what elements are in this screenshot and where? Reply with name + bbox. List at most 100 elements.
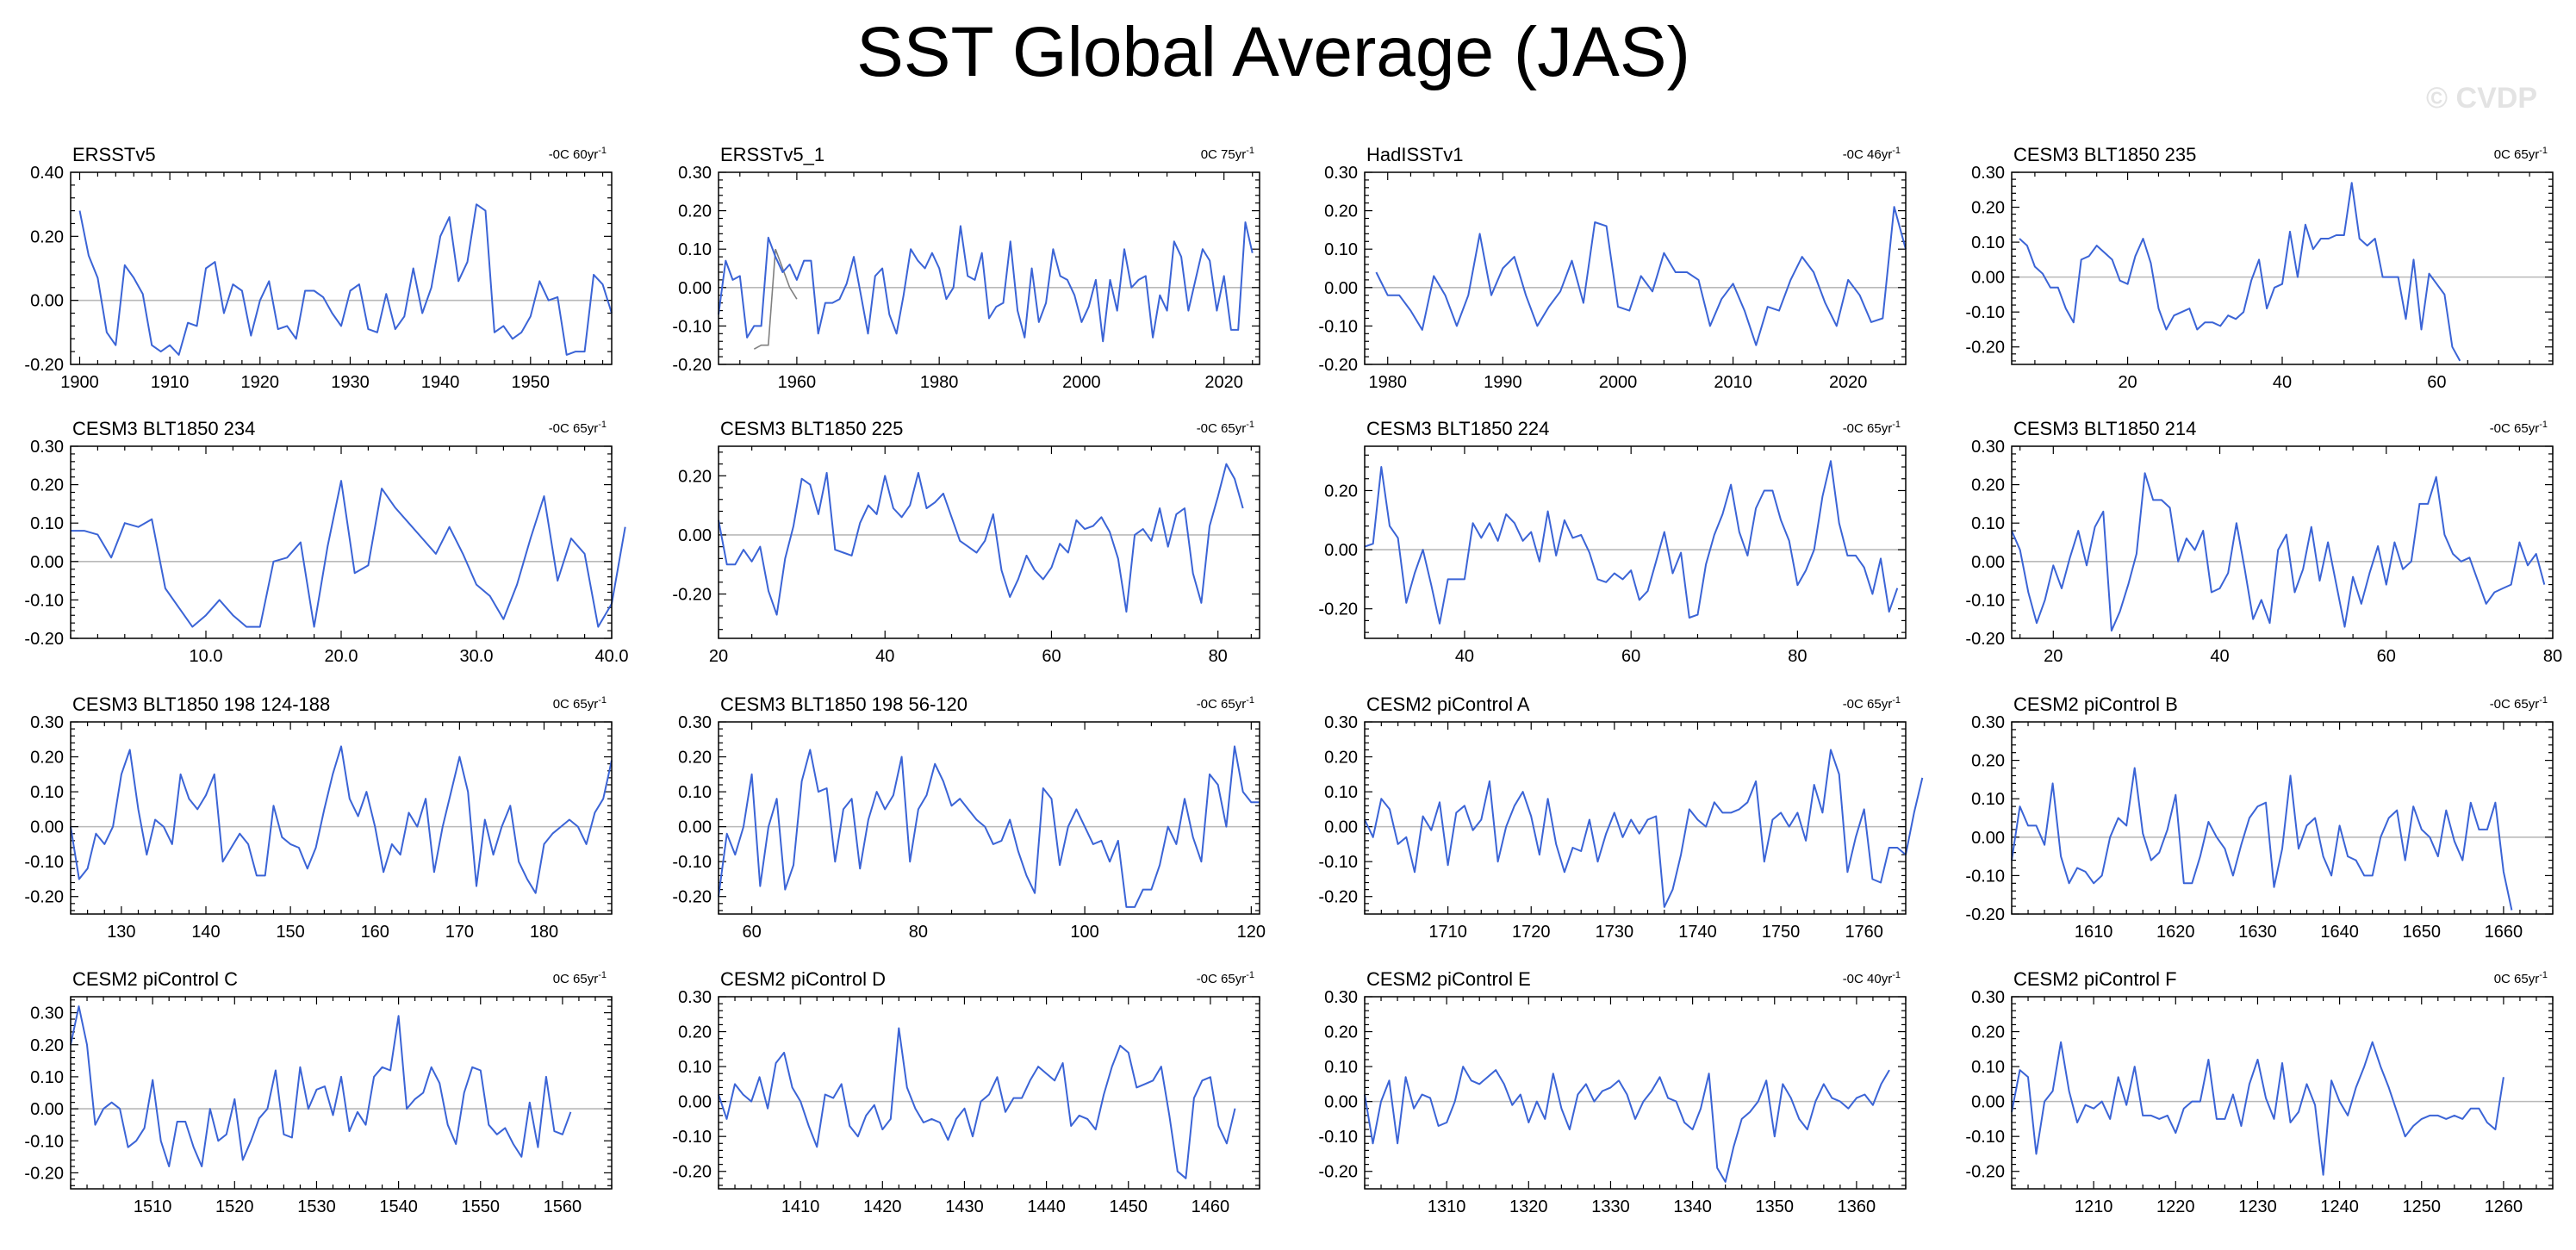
- series-line: [718, 1027, 1236, 1179]
- x-tick-label: 1940: [421, 373, 460, 392]
- series-line-secondary: [753, 248, 798, 350]
- panel-9: CESM3 BLT1850 198 124-188 0C 65yr-1 -0.20 -…: [24, 693, 613, 942]
- x-tick-label: 60: [1621, 647, 1640, 666]
- y-tick-label: -0.20: [1318, 356, 1358, 375]
- x-tick-label: 1960: [778, 373, 817, 392]
- panel-3: HadISSTv1 -0C 46yr-1 -0.20 -0.10 0.00 0.10 0.2…: [1318, 144, 1907, 392]
- x-tick-label: 2000: [1062, 373, 1101, 392]
- y-tick-label: 0.00: [1324, 279, 1358, 298]
- x-tick-label: 1320: [1509, 1197, 1548, 1216]
- panels-grid: ERSSTv5 -0C 60yr-1 -0.20 0.00 0.20 0.40 1900 19…: [24, 144, 2562, 1216]
- panel-10: CESM3 BLT1850 198 56-120 -0C 65yr-1 -0.20 -…: [672, 693, 1266, 942]
- x-tick-label: 1560: [544, 1197, 582, 1216]
- series-line: [1364, 460, 1899, 625]
- series-line: [2011, 472, 2546, 632]
- x-tick-label: 80: [2543, 647, 2562, 666]
- y-tick-label: 0.20: [1971, 1023, 2005, 1042]
- y-tick-label: 0.00: [1971, 1093, 2005, 1112]
- y-tick-label: 0.10: [30, 1068, 64, 1087]
- x-tick-label: 1250: [2403, 1197, 2442, 1216]
- y-tick-label: 0.20: [30, 227, 64, 246]
- y-tick-label: -0.20: [24, 630, 64, 649]
- panel-title: ERSSTv5: [72, 144, 156, 165]
- y-tick-label: 0.20: [678, 749, 712, 768]
- y-tick-label: -0.20: [1965, 905, 2005, 924]
- y-tick-label: -0.10: [1318, 853, 1358, 872]
- x-tick-label: 60: [1042, 647, 1061, 666]
- plot-frame: [70, 171, 613, 365]
- series-line: [718, 463, 1244, 616]
- y-tick-label: 0.00: [1971, 269, 2005, 288]
- y-tick-label: 0.10: [678, 1058, 712, 1077]
- y-tick-label: 0.20: [30, 476, 64, 495]
- trend-label: -0C 65yr-1: [1197, 695, 1254, 712]
- y-tick-label: -0.20: [1965, 1163, 2005, 1182]
- plot-frame: [2011, 445, 2554, 639]
- panel-title: CESM3 BLT1850 198 56-120: [720, 693, 968, 715]
- x-tick-label: 1760: [1845, 923, 1883, 942]
- plot-frame: [718, 445, 1260, 639]
- plot-frame: [718, 996, 1260, 1190]
- y-tick-label: 0.00: [30, 1100, 64, 1119]
- panel-14: CESM2 piControl D -0C 65yr-1 -0.20 -0.10 0.0…: [672, 968, 1260, 1216]
- x-tick-label: 30.0: [460, 647, 494, 666]
- panel-11: CESM2 piControl A -0C 65yr-1 -0.20 -0.10 0.0…: [1318, 693, 1924, 942]
- panel-title: CESM2 piControl D: [720, 968, 886, 990]
- x-tick-label: 1260: [2485, 1197, 2523, 1216]
- y-tick-label: 0.00: [1971, 829, 2005, 848]
- y-tick-label: -0.10: [24, 853, 64, 872]
- y-tick-label: 0.30: [678, 164, 712, 183]
- y-tick-label: 0.10: [678, 783, 712, 802]
- x-tick-label: 1710: [1428, 923, 1467, 942]
- y-tick-label: 0.00: [30, 292, 64, 311]
- x-tick-label: 1650: [2403, 923, 2442, 942]
- y-tick-label: 0.20: [1971, 752, 2005, 771]
- x-tick-label: 60: [2377, 647, 2396, 666]
- y-tick-label: 0.30: [1971, 713, 2005, 732]
- y-tick-label: 0.20: [1324, 749, 1358, 768]
- panel-title: CESM2 piControl B: [2013, 693, 2178, 715]
- y-tick-label: -0.20: [24, 888, 64, 907]
- panel-title: CESM3 BLT1850 198 124-188: [72, 693, 330, 715]
- x-tick-label: 10.0: [190, 647, 223, 666]
- panel-7: CESM3 BLT1850 224 -0C 65yr-1 -0.20 0.00 0.20…: [1318, 418, 1907, 666]
- series-line: [70, 1005, 572, 1167]
- panel-1: ERSSTv5 -0C 60yr-1 -0.20 0.00 0.20 0.40 1900 19…: [24, 144, 613, 392]
- trend-label: -0C 65yr-1: [549, 420, 607, 436]
- trend-label: 0C 75yr-1: [1201, 146, 1254, 162]
- x-tick-label: 40.0: [595, 647, 629, 666]
- y-tick-label: -0.10: [672, 853, 712, 872]
- y-tick-label: -0.10: [1965, 1128, 2005, 1147]
- y-tick-label: -0.20: [672, 888, 712, 907]
- x-tick-label: 1430: [945, 1197, 984, 1216]
- y-tick-label: 0.30: [678, 988, 712, 1007]
- x-tick-label: 1410: [781, 1197, 820, 1216]
- panel-title: CESM3 BLT1850 235: [2013, 144, 2196, 165]
- y-tick-label: -0.20: [672, 356, 712, 375]
- trend-label: -0C 46yr-1: [1843, 146, 1901, 162]
- figure-title: SST Global Average (JAS): [856, 13, 1690, 91]
- x-tick-label: 40: [1455, 647, 1474, 666]
- x-tick-label: 1440: [1027, 1197, 1066, 1216]
- panel-6: CESM3 BLT1850 225 -0C 65yr-1 -0.20 0.00 0.20…: [672, 418, 1260, 666]
- y-tick-label: 0.10: [30, 783, 64, 802]
- panel-title: HadISSTv1: [1366, 144, 1464, 165]
- x-tick-label: 20: [2118, 373, 2137, 392]
- y-tick-label: -0.20: [1318, 600, 1358, 619]
- y-tick-label: 0.10: [1324, 240, 1358, 259]
- trend-label: -0C 65yr-1: [1197, 420, 1254, 436]
- plot-frame: [1364, 171, 1907, 365]
- y-tick-label: 0.20: [30, 1036, 64, 1055]
- y-tick-label: -0.10: [24, 1132, 64, 1151]
- x-tick-label: 2020: [1204, 373, 1243, 392]
- series-line: [1375, 206, 1907, 346]
- x-tick-label: 1980: [920, 373, 959, 392]
- y-tick-label: -0.20: [24, 1164, 64, 1183]
- plot-frame: [1364, 445, 1907, 639]
- y-tick-label: -0.10: [1965, 303, 2005, 322]
- x-tick-label: 1900: [60, 373, 99, 392]
- y-tick-label: 0.10: [30, 514, 64, 533]
- x-tick-label: 1930: [331, 373, 370, 392]
- y-tick-label: 0.10: [1971, 1058, 2005, 1077]
- x-tick-label: 20.0: [325, 647, 358, 666]
